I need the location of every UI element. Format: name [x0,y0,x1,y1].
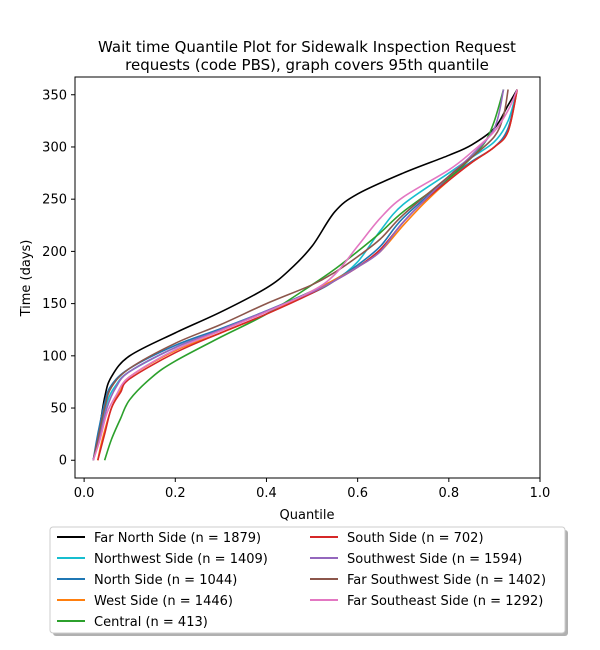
chart-title-line-2: requests (code PBS), graph covers 95th q… [125,56,489,74]
series-line-west-side [97,89,518,461]
plot-frame [74,76,541,479]
legend-box [49,526,566,634]
y-tick-label: 350 [42,88,67,103]
series-line-south-side [97,89,518,461]
y-tick-label: 0 [59,454,67,469]
legend: Far North Side (n = 1879) Northwest Side … [49,526,568,636]
series-line-northwest-side [92,89,518,461]
y-tick-label: 200 [42,245,67,260]
series-line-southwest-side [92,89,505,461]
legend-label: Northwest Side (n = 1409) [94,552,268,567]
x-tick-label: 0.8 [438,486,459,501]
series-layer [92,89,518,461]
x-tick-label: 0.6 [347,486,368,501]
chart-title-line-1: Wait time Quantile Plot for Sidewalk Ins… [98,38,516,56]
y-tick-label: 100 [42,349,67,364]
legend-label: Central (n = 413) [94,615,208,630]
legend-entry-west-side: West Side (n = 1446) [57,594,233,609]
legend-entry-far-southeast-side: Far Southeast Side (n = 1292) [310,594,543,609]
y-tick-label: 250 [42,193,67,208]
legend-entries: Far North Side (n = 1879) Northwest Side … [57,531,546,630]
legend-label: West Side (n = 1446) [94,594,233,609]
y-tick-label: 50 [50,402,67,417]
legend-entry-northwest-side: Northwest Side (n = 1409) [57,552,268,567]
y-tick-label: 150 [42,297,67,312]
legend-entry-far-north-side: Far North Side (n = 1879) [57,531,261,546]
legend-label: South Side (n = 702) [347,531,484,546]
legend-label: Southwest Side (n = 1594) [347,552,522,567]
legend-entry-far-southwest-side: Far Southwest Side (n = 1402) [310,573,546,588]
x-tick-label: 0.0 [74,486,95,501]
x-tick-label: 0.2 [165,486,186,501]
legend-entry-south-side: South Side (n = 702) [310,531,484,546]
legend-label: Far Southeast Side (n = 1292) [347,594,543,609]
ticks-layer: 0.0 0.2 0.4 0.6 0.8 1.0 0 50 100 150 200 250 300 350 [42,88,550,501]
legend-label: Far Southwest Side (n = 1402) [347,573,546,588]
series-line-far-southeast-side [92,89,518,461]
series-line-far-southwest-side [92,89,509,461]
y-tick-label: 300 [42,140,67,155]
legend-entry-central: Central (n = 413) [57,615,208,630]
series-line-central [103,89,505,461]
series-line-north-side [92,89,518,461]
series-line-far-north-side [92,89,518,461]
legend-label: Far North Side (n = 1879) [94,531,261,546]
x-tick-label: 1.0 [530,486,551,501]
legend-entry-north-side: North Side (n = 1044) [57,573,237,588]
x-axis-label: Quantile [280,508,335,523]
y-axis-label: Time (days) [19,240,34,318]
legend-label: North Side (n = 1044) [94,573,237,588]
legend-entry-southwest-side: Southwest Side (n = 1594) [310,552,522,567]
x-tick-label: 0.4 [256,486,277,501]
